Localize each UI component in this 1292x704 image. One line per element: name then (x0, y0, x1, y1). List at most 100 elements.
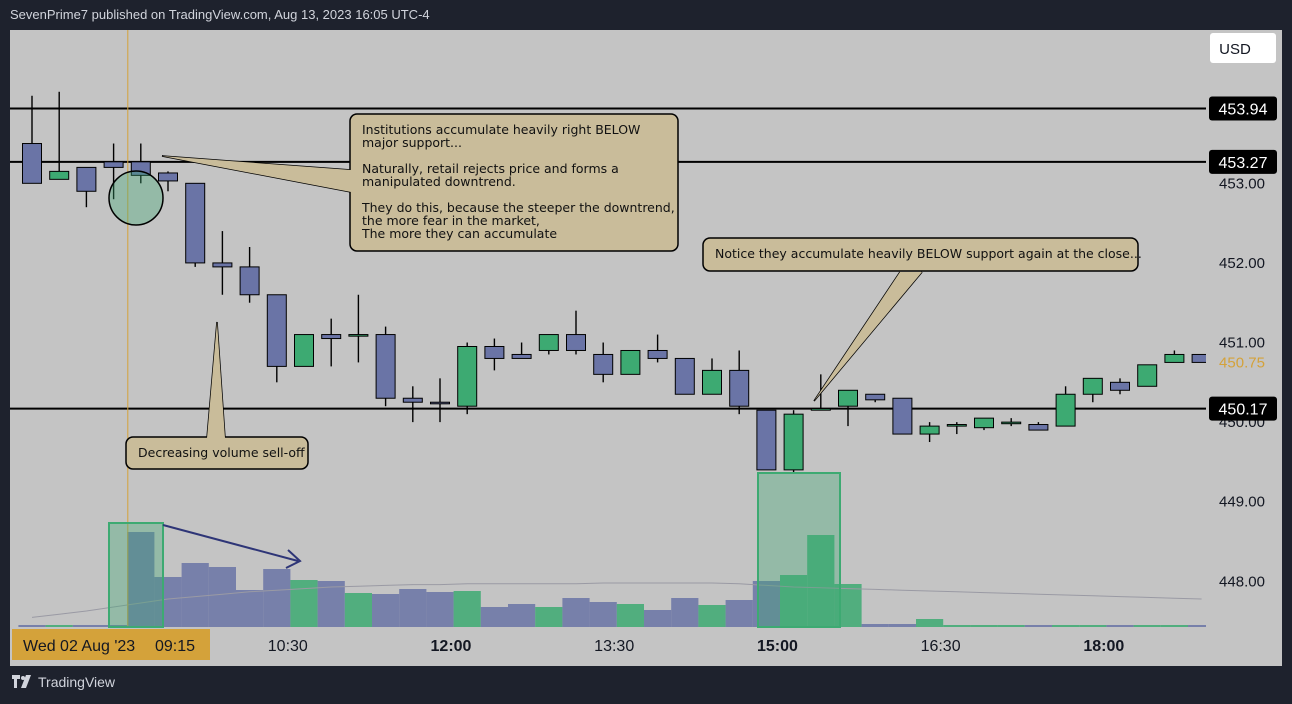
crosshair-time-label: 09:15 (155, 638, 195, 655)
volume-bar (1188, 625, 1216, 627)
volume-bar (943, 625, 971, 627)
candle-body (294, 334, 314, 367)
candle-body (402, 397, 423, 403)
volume-bar (562, 598, 590, 627)
candle-body (375, 334, 396, 399)
candles-layer (22, 91, 1212, 474)
volume-bar (208, 567, 236, 627)
candle-body (22, 143, 42, 184)
volume-bar (1052, 625, 1080, 627)
volume-bar (916, 619, 944, 627)
candle-body (1055, 393, 1076, 427)
callout-pointer-cover (162, 156, 351, 192)
volume-bar (154, 577, 182, 627)
candle-body (810, 408, 831, 411)
level-price-label: 453.27 (1219, 155, 1268, 172)
volume-bar (453, 591, 481, 627)
candle-body (946, 424, 967, 427)
volume-bar (644, 610, 672, 627)
candle-body (974, 417, 994, 429)
volume-bar (1079, 625, 1107, 627)
volume-bar (589, 602, 617, 627)
volume-bar (236, 590, 264, 627)
time-tick-label: 16:30 (921, 638, 961, 655)
last-price-label: 450.75 (1219, 354, 1265, 371)
level-price-label: 450.17 (1219, 402, 1268, 419)
candle-body (430, 401, 450, 405)
volume-ma-line (31, 582, 1202, 618)
callout-box (702, 237, 1139, 272)
candle-body (239, 266, 260, 296)
candle-body (1082, 377, 1103, 395)
callout-text: major support... (362, 135, 462, 150)
volume-bar (1024, 625, 1052, 627)
volume-bar (399, 589, 427, 627)
time-tick-label: 12:00 (431, 638, 472, 655)
volume-bar (344, 593, 372, 627)
candle-body (674, 357, 695, 395)
volume-bar (888, 624, 916, 627)
candle-body (103, 161, 124, 168)
volume-bar (18, 625, 46, 627)
candle-body (647, 349, 668, 359)
time-tick-label: 10:30 (268, 638, 308, 655)
candle-body (457, 346, 478, 407)
volume-bar (263, 569, 291, 627)
candle-body (702, 369, 722, 395)
volume-bar (317, 581, 345, 627)
tradingview-logo-icon (12, 675, 31, 688)
volume-bar (1106, 625, 1134, 627)
candle-body (76, 166, 97, 192)
price-tick-label: 453.00 (1219, 175, 1265, 192)
volume-bar (1160, 625, 1188, 627)
volume-bar (372, 594, 400, 627)
candle-body (212, 262, 233, 268)
level-price-tag (1209, 96, 1277, 121)
candle-body (838, 389, 858, 407)
price-tick-label: 452.00 (1219, 255, 1265, 272)
footer-brand: TradingView (12, 674, 115, 690)
price-tick-label: 448.00 (1219, 573, 1265, 590)
volume-bar (616, 604, 644, 627)
volume-bar (426, 592, 454, 627)
candle-body (1001, 421, 1022, 425)
callout-institutions: Institutions accumulate heavily right BE… (161, 113, 679, 252)
callout-text: Institutions accumulate heavily right BE… (362, 122, 640, 137)
volume-trend-arrow (162, 524, 299, 562)
crosshair-date-tag (12, 629, 210, 660)
callout-pointer-cover (207, 322, 225, 438)
callout-text: the more fear in the market, (362, 213, 540, 228)
volume-layer (18, 532, 1216, 627)
candle-body (593, 353, 614, 375)
candle-body (1137, 364, 1158, 387)
candlestick-chart[interactable]: Institutions accumulate heavily right BE… (10, 30, 1282, 666)
footer-brand-text: TradingView (38, 674, 116, 690)
chart-area[interactable]: Institutions accumulate heavily right BE… (10, 30, 1282, 666)
candle-body (1110, 381, 1130, 391)
volume-bar (997, 625, 1025, 627)
volume-bar (181, 563, 209, 627)
volume-bar (861, 624, 889, 627)
volume-bar (834, 584, 862, 627)
time-axis: 09:15 10:30 12:00 13:30 15:00 16:30 18:00 Wed 0… (10, 628, 1206, 666)
candle-body (158, 172, 178, 182)
volume-bar (127, 532, 155, 627)
candle-body (348, 334, 369, 337)
volume-bar (45, 625, 73, 627)
volume-bar (480, 607, 508, 627)
candle-body (729, 369, 750, 407)
callout-close: Notice they accumulate heavily BELOW sup… (702, 237, 1142, 402)
candle-body (1164, 353, 1185, 363)
callout-text: They do this, because the steeper the do… (361, 200, 675, 215)
volume-bar (671, 598, 699, 627)
publisher-line: SevenPrime7 published on TradingView.com… (10, 7, 430, 22)
candle-body (49, 170, 70, 180)
candle-body (783, 413, 804, 471)
crosshair-date-label: Wed 02 Aug '23 (23, 638, 135, 655)
candle-body (511, 353, 532, 359)
volume-bar (1133, 625, 1161, 627)
volume-bar (970, 625, 998, 627)
candle-body (756, 409, 777, 471)
callout-volume: Decreasing volume sell-off (125, 321, 309, 470)
volume-bar (807, 535, 835, 627)
